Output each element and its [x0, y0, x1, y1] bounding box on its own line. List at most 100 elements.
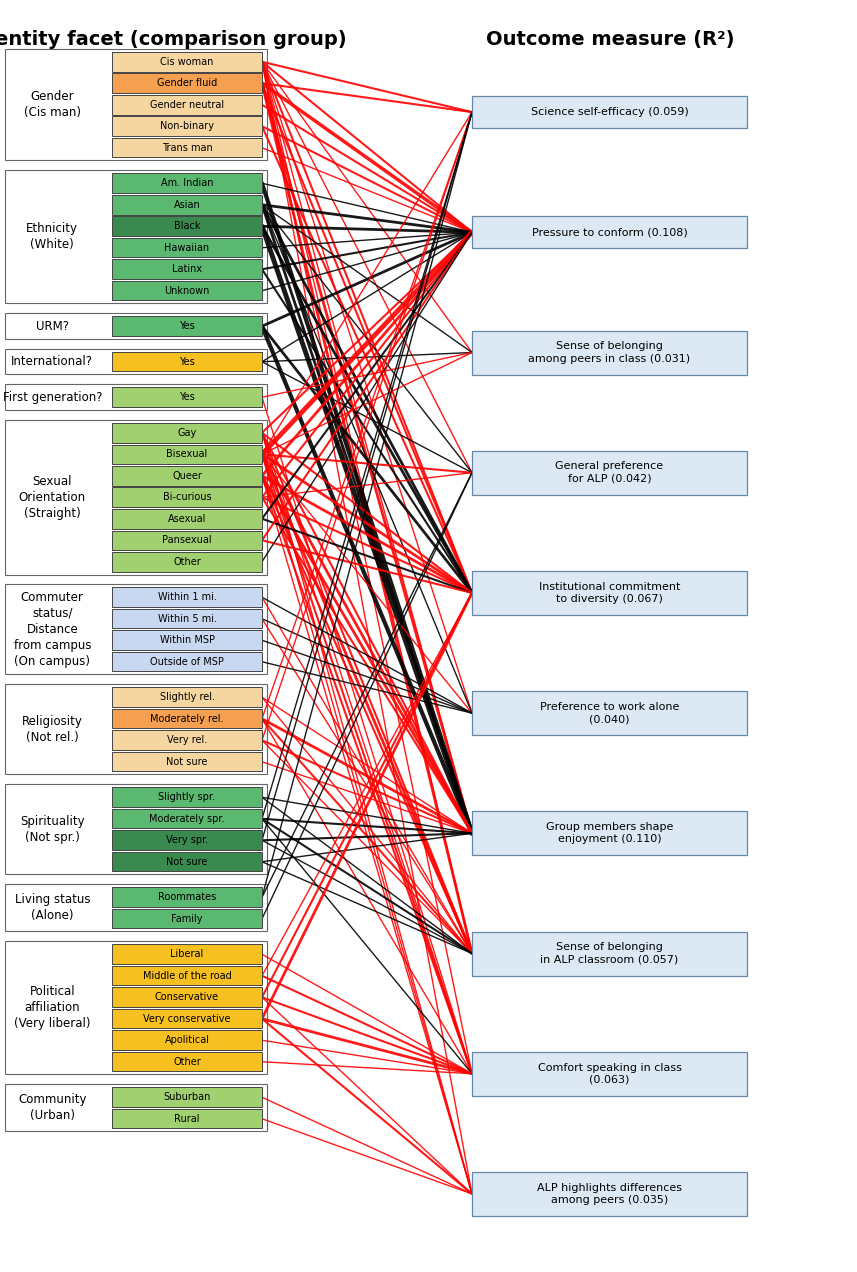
FancyBboxPatch shape: [112, 888, 262, 907]
FancyBboxPatch shape: [472, 571, 747, 614]
Text: Gender
(Cis man): Gender (Cis man): [24, 90, 81, 120]
FancyBboxPatch shape: [5, 941, 267, 1075]
Text: Pansexual: Pansexual: [162, 536, 212, 546]
FancyBboxPatch shape: [112, 852, 262, 871]
Text: Outcome measure (R²): Outcome measure (R²): [486, 31, 734, 50]
Text: URM?: URM?: [36, 319, 69, 333]
FancyBboxPatch shape: [112, 424, 262, 443]
Text: Not sure: Not sure: [166, 757, 207, 767]
Text: Gay: Gay: [177, 427, 196, 438]
Text: Suburban: Suburban: [164, 1093, 211, 1103]
Text: Bi-curious: Bi-curious: [163, 492, 212, 502]
Text: Hawaiian: Hawaiian: [165, 243, 210, 253]
FancyBboxPatch shape: [112, 1030, 262, 1049]
Text: Conservative: Conservative: [155, 992, 219, 1002]
FancyBboxPatch shape: [112, 352, 262, 371]
FancyBboxPatch shape: [112, 137, 262, 158]
Text: First generation?: First generation?: [3, 391, 102, 403]
Text: Roommates: Roommates: [158, 892, 216, 902]
Text: Trans man: Trans man: [162, 142, 213, 153]
FancyBboxPatch shape: [472, 97, 747, 128]
FancyBboxPatch shape: [472, 812, 747, 855]
FancyBboxPatch shape: [112, 444, 262, 464]
Text: Latinx: Latinx: [172, 265, 202, 275]
FancyBboxPatch shape: [5, 313, 267, 340]
Text: Apolitical: Apolitical: [165, 1035, 209, 1046]
FancyBboxPatch shape: [112, 487, 262, 508]
FancyBboxPatch shape: [112, 588, 262, 607]
Text: Very spr.: Very spr.: [166, 836, 208, 846]
Text: General preference
for ALP (0.042): General preference for ALP (0.042): [555, 462, 663, 483]
Text: Commuter
status/
Distance
from campus
(On campus): Commuter status/ Distance from campus (O…: [14, 591, 91, 668]
FancyBboxPatch shape: [472, 1172, 747, 1216]
Text: International?: International?: [11, 355, 93, 369]
Text: Moderately rel.: Moderately rel.: [150, 714, 224, 724]
FancyBboxPatch shape: [472, 931, 747, 976]
FancyBboxPatch shape: [112, 965, 262, 986]
FancyBboxPatch shape: [112, 388, 262, 407]
FancyBboxPatch shape: [112, 809, 262, 828]
FancyBboxPatch shape: [112, 281, 262, 300]
Text: Sense of belonging
among peers in class (0.031): Sense of belonging among peers in class …: [529, 341, 691, 364]
FancyBboxPatch shape: [472, 691, 747, 735]
FancyBboxPatch shape: [112, 730, 262, 750]
Text: Sense of belonging
in ALP classroom (0.057): Sense of belonging in ALP classroom (0.0…: [541, 943, 679, 964]
FancyBboxPatch shape: [112, 787, 262, 806]
Text: Gender neutral: Gender neutral: [150, 99, 224, 109]
Text: Family: Family: [171, 913, 203, 923]
FancyBboxPatch shape: [5, 170, 267, 304]
FancyBboxPatch shape: [112, 909, 262, 929]
FancyBboxPatch shape: [112, 609, 262, 628]
FancyBboxPatch shape: [112, 466, 262, 486]
Text: Institutional commitment
to diversity (0.067): Institutional commitment to diversity (0…: [539, 581, 680, 604]
FancyBboxPatch shape: [112, 117, 262, 136]
Text: Comfort speaking in class
(0.063): Comfort speaking in class (0.063): [537, 1062, 681, 1085]
FancyBboxPatch shape: [112, 831, 262, 850]
Text: Yes: Yes: [179, 356, 195, 366]
FancyBboxPatch shape: [112, 552, 262, 571]
FancyBboxPatch shape: [112, 317, 262, 336]
FancyBboxPatch shape: [112, 173, 262, 193]
Text: Not sure: Not sure: [166, 857, 207, 866]
Text: Ethnicity
(White): Ethnicity (White): [27, 223, 78, 252]
Text: Rural: Rural: [174, 1114, 200, 1123]
FancyBboxPatch shape: [112, 238, 262, 257]
FancyBboxPatch shape: [112, 74, 262, 93]
Text: Preference to work alone
(0.040): Preference to work alone (0.040): [540, 702, 680, 724]
FancyBboxPatch shape: [472, 216, 747, 248]
Text: Within MSP: Within MSP: [159, 635, 214, 645]
FancyBboxPatch shape: [112, 1009, 262, 1029]
Text: Middle of the road: Middle of the road: [142, 971, 231, 981]
FancyBboxPatch shape: [112, 1088, 262, 1107]
FancyBboxPatch shape: [5, 884, 267, 931]
Text: Cis woman: Cis woman: [160, 57, 213, 66]
FancyBboxPatch shape: [112, 509, 262, 528]
Text: Religiosity
(Not rel.): Religiosity (Not rel.): [21, 715, 82, 744]
FancyBboxPatch shape: [472, 1052, 747, 1095]
FancyBboxPatch shape: [112, 530, 262, 550]
FancyBboxPatch shape: [5, 420, 267, 575]
Text: Non-binary: Non-binary: [160, 121, 214, 131]
Text: Science self-efficacy (0.059): Science self-efficacy (0.059): [530, 107, 688, 117]
FancyBboxPatch shape: [472, 450, 747, 495]
FancyBboxPatch shape: [112, 653, 262, 672]
Text: Bisexual: Bisexual: [166, 449, 207, 459]
Text: Asian: Asian: [174, 200, 201, 210]
Text: Yes: Yes: [179, 322, 195, 331]
Text: Moderately spr.: Moderately spr.: [149, 814, 225, 824]
Text: Liberal: Liberal: [171, 949, 204, 959]
Text: Political
affiliation
(Very liberal): Political affiliation (Very liberal): [14, 986, 91, 1030]
Text: Queer: Queer: [172, 471, 202, 481]
Text: Identity facet (comparison group): Identity facet (comparison group): [0, 31, 346, 50]
FancyBboxPatch shape: [5, 585, 267, 674]
Text: Unknown: Unknown: [165, 286, 210, 296]
FancyBboxPatch shape: [112, 687, 262, 707]
Text: Within 1 mi.: Within 1 mi.: [158, 593, 217, 602]
Text: Other: Other: [173, 557, 201, 567]
Text: Sexual
Orientation
(Straight): Sexual Orientation (Straight): [19, 474, 86, 520]
Text: Spirituality
(Not spr.): Spirituality (Not spr.): [20, 815, 85, 845]
FancyBboxPatch shape: [112, 987, 262, 1007]
Text: Pressure to conform (0.108): Pressure to conform (0.108): [531, 228, 687, 238]
FancyBboxPatch shape: [112, 195, 262, 215]
Text: Outside of MSP: Outside of MSP: [150, 656, 224, 667]
